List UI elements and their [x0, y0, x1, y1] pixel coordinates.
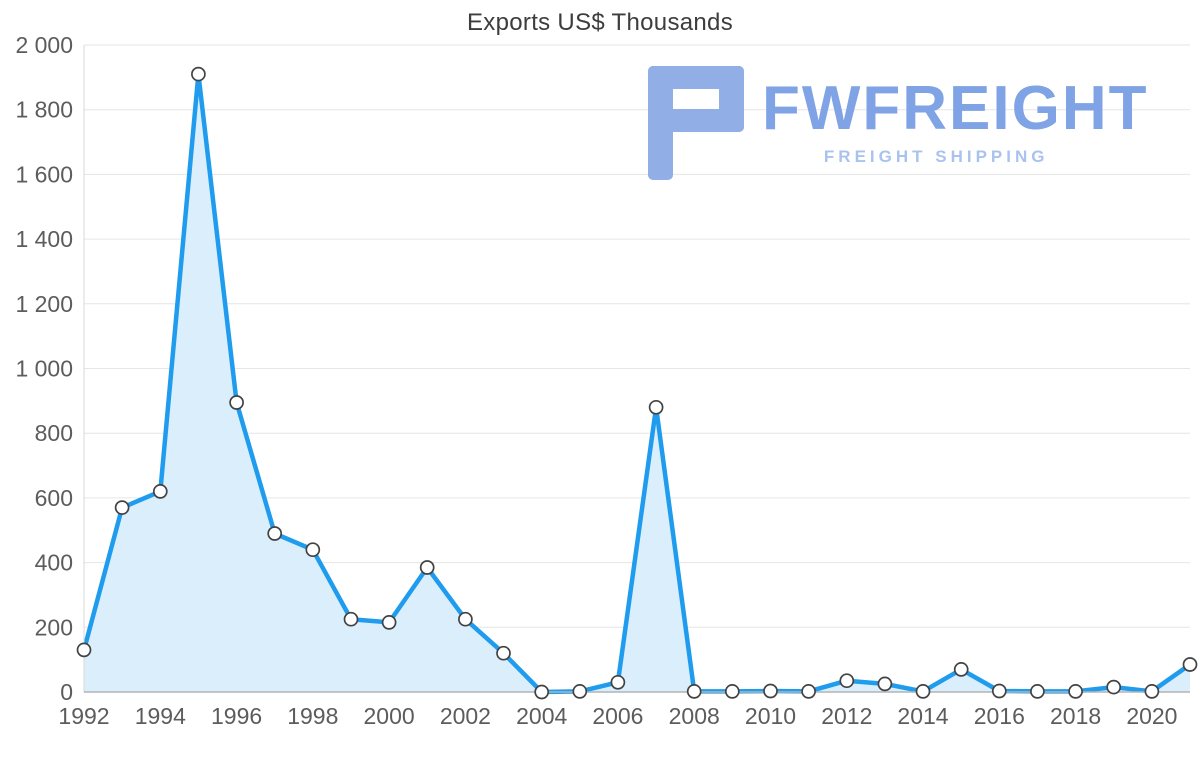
- x-tick-label: 2012: [821, 703, 872, 729]
- data-point[interactable]: [1030, 684, 1045, 699]
- x-tick-label: 1996: [211, 703, 262, 729]
- data-point[interactable]: [305, 542, 321, 558]
- y-tick-label: 0: [60, 679, 73, 705]
- data-point[interactable]: [419, 560, 435, 575]
- data-point[interactable]: [496, 645, 511, 661]
- data-point[interactable]: [1144, 684, 1160, 699]
- data-point[interactable]: [1106, 679, 1122, 695]
- data-point[interactable]: [953, 662, 969, 677]
- data-point[interactable]: [267, 526, 283, 541]
- x-tick-label: 2010: [745, 703, 796, 729]
- x-tick-label: 2004: [516, 703, 567, 729]
- data-point[interactable]: [458, 611, 473, 627]
- data-point[interactable]: [1182, 657, 1198, 672]
- series-area-fill: [84, 74, 1190, 693]
- y-tick-label: 2 000: [15, 32, 73, 58]
- chart-title: Exports US$ Thousands: [467, 9, 733, 36]
- y-tick-label: 1 800: [15, 97, 73, 123]
- data-point[interactable]: [686, 684, 702, 699]
- data-point[interactable]: [839, 673, 855, 689]
- y-tick-label: 1 400: [15, 226, 73, 252]
- y-tick-label: 400: [35, 550, 73, 576]
- x-tick-label: 2006: [592, 703, 643, 729]
- y-tick-label: 1 000: [15, 356, 73, 382]
- y-tick-label: 1 600: [15, 161, 73, 187]
- x-tick-label: 2000: [364, 703, 415, 729]
- y-tick-label: 800: [35, 420, 73, 446]
- data-point[interactable]: [114, 500, 130, 515]
- data-point[interactable]: [534, 684, 550, 700]
- data-point[interactable]: [610, 674, 626, 690]
- y-tick-label: 200: [35, 614, 73, 640]
- data-point[interactable]: [915, 684, 931, 699]
- data-point[interactable]: [1068, 684, 1083, 699]
- data-point[interactable]: [991, 683, 1007, 699]
- x-tick-label: 2008: [669, 703, 720, 729]
- x-tick-label: 2002: [440, 703, 491, 729]
- data-point[interactable]: [648, 399, 664, 415]
- y-tick-label: 600: [35, 485, 73, 511]
- data-point[interactable]: [152, 484, 168, 499]
- data-point[interactable]: [801, 684, 816, 699]
- data-point[interactable]: [763, 683, 778, 699]
- data-point[interactable]: [381, 615, 397, 630]
- data-point[interactable]: [572, 684, 588, 699]
- data-point[interactable]: [724, 684, 740, 699]
- data-point[interactable]: [343, 611, 359, 627]
- data-point[interactable]: [76, 642, 92, 658]
- x-tick-label: 2016: [974, 703, 1025, 729]
- x-tick-label: 2014: [897, 703, 948, 729]
- x-tick-label: 1998: [287, 703, 338, 729]
- x-tick-label: 2020: [1126, 703, 1177, 729]
- x-tick-label: 2018: [1050, 703, 1101, 729]
- x-tick-label: 1992: [58, 703, 109, 729]
- y-tick-label: 1 200: [15, 291, 73, 317]
- data-point[interactable]: [877, 676, 893, 692]
- data-point[interactable]: [191, 66, 206, 82]
- x-tick-label: 1994: [135, 703, 186, 729]
- data-point[interactable]: [229, 395, 244, 410]
